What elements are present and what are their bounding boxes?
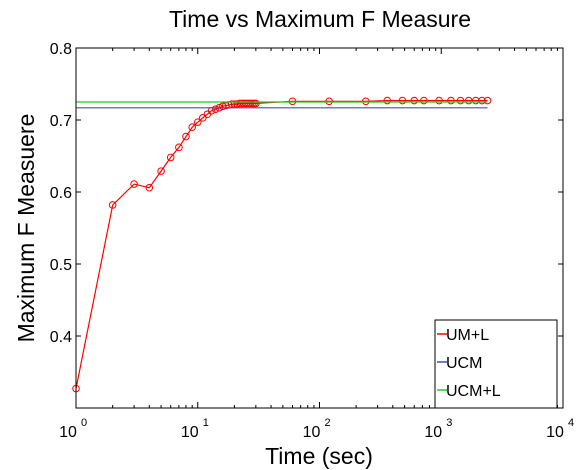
x-tick-exponent: 0: [81, 417, 87, 429]
data-point: [130, 180, 138, 188]
x-tick-exponent: 1: [203, 417, 209, 429]
x-axis-label: Time (sec): [265, 443, 373, 469]
data-point: [108, 201, 117, 209]
x-tick-label: 10: [424, 424, 442, 441]
data-point: [456, 96, 465, 105]
legend-label: UCM: [446, 355, 482, 372]
x-tick-exponent: 4: [568, 417, 574, 429]
data-point: [157, 167, 165, 175]
y-tick-label: 0.8: [50, 41, 72, 58]
data-point: [145, 183, 154, 192]
y-tick-label: 0.5: [50, 257, 72, 274]
y-tick-label: 0.7: [50, 113, 72, 130]
data-point: [198, 114, 207, 122]
data-point: [383, 96, 392, 105]
chart-title: Time vs Maximum F Measure: [169, 6, 471, 32]
data-point: [252, 99, 260, 108]
y-tick-label: 0.6: [50, 185, 72, 202]
x-tick-label: 10: [181, 424, 199, 441]
data-point: [420, 96, 428, 105]
x-tick-exponent: 2: [325, 417, 331, 429]
data-point: [483, 96, 492, 105]
data-point: [447, 96, 455, 105]
legend-label: UCM+L: [446, 383, 501, 400]
x-tick-label: 10: [59, 424, 77, 441]
data-point: [175, 143, 183, 152]
legend-box: [434, 319, 558, 409]
legend: UM+L UCM UCM+L: [434, 319, 558, 409]
data-point: [211, 105, 220, 113]
data-point: [242, 99, 250, 108]
data-point: [478, 96, 486, 105]
x-tick-label: 10: [303, 424, 321, 441]
data-point: [166, 153, 175, 162]
x-tick-label: 10: [546, 424, 564, 441]
data-point: [435, 96, 443, 105]
legend-label: UM+L: [446, 327, 489, 344]
y-tick-label: 0.4: [50, 329, 72, 346]
y-axis-label: Maximum F Measuere: [13, 114, 39, 343]
x-tick-exponent: 3: [446, 417, 452, 429]
data-point: [182, 132, 190, 141]
data-point: [244, 99, 253, 108]
data-point: [246, 99, 255, 108]
data-point: [188, 123, 196, 131]
data-point: [193, 118, 202, 126]
data-point: [325, 97, 333, 106]
data-point: [361, 97, 370, 106]
data-point: [410, 96, 419, 105]
data-point: [288, 97, 297, 106]
data-point: [398, 96, 407, 105]
